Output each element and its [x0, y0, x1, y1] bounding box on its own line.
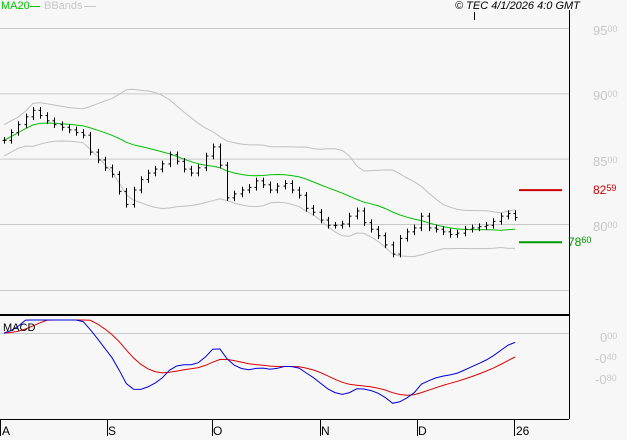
- price-axis-label: 8000: [593, 219, 618, 234]
- x-label-nov: N: [321, 424, 330, 438]
- price-axis-label: 8500: [593, 153, 618, 169]
- macd-signal-line: [3, 319, 516, 396]
- x-label-jan26: 26: [516, 424, 530, 438]
- macd-label: MACD: [3, 322, 36, 334]
- resistance-label: 8259: [593, 183, 617, 197]
- macd-axis-label: -040: [595, 351, 617, 366]
- macd-line: [3, 319, 516, 404]
- x-label-dec: D: [418, 424, 427, 438]
- macd-axis-label: -080: [595, 372, 617, 387]
- x-label-aug: A: [2, 424, 11, 438]
- legend-bbands: BBands: [44, 0, 83, 12]
- price-axis-label: 9000: [593, 88, 618, 104]
- x-label-oct: O: [213, 424, 223, 438]
- legend-ma20: MA20: [1, 0, 30, 12]
- bband-lower: [3, 140, 516, 258]
- macd-axis-label: 000: [600, 330, 618, 345]
- legend-bbands-swatch: [84, 6, 96, 7]
- copyright-timestamp: © TEC 4/1/2026 4:0 GMT: [455, 0, 580, 12]
- support-label: 7860: [568, 235, 592, 249]
- price-axis-label: 9500: [593, 22, 618, 38]
- bband-upper: [3, 88, 516, 214]
- x-label-sep: S: [108, 424, 117, 438]
- legend-ma20-swatch: [30, 6, 40, 7]
- ma20-line: [3, 122, 516, 231]
